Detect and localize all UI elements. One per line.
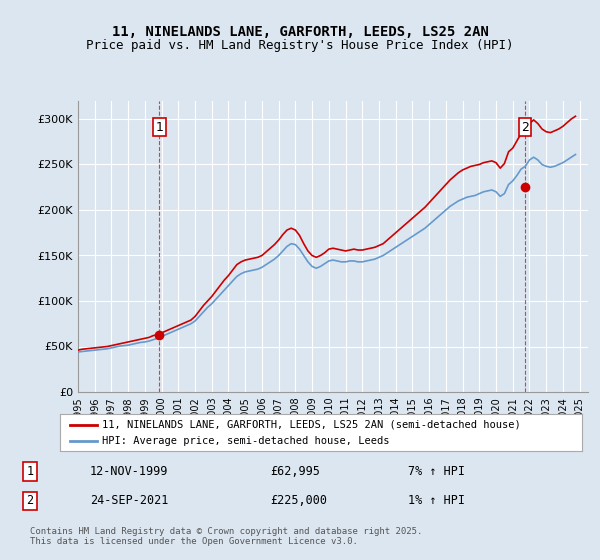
Text: 7% ↑ HPI: 7% ↑ HPI	[408, 465, 465, 478]
Text: 2: 2	[26, 494, 34, 507]
Text: Contains HM Land Registry data © Crown copyright and database right 2025.
This d: Contains HM Land Registry data © Crown c…	[30, 526, 422, 546]
Text: 11, NINELANDS LANE, GARFORTH, LEEDS, LS25 2AN: 11, NINELANDS LANE, GARFORTH, LEEDS, LS2…	[112, 25, 488, 39]
Text: Price paid vs. HM Land Registry's House Price Index (HPI): Price paid vs. HM Land Registry's House …	[86, 39, 514, 52]
Text: 1: 1	[155, 120, 163, 133]
Text: HPI: Average price, semi-detached house, Leeds: HPI: Average price, semi-detached house,…	[102, 436, 389, 446]
Text: 11, NINELANDS LANE, GARFORTH, LEEDS, LS25 2AN (semi-detached house): 11, NINELANDS LANE, GARFORTH, LEEDS, LS2…	[102, 419, 521, 430]
Text: £225,000: £225,000	[270, 494, 327, 507]
Text: £62,995: £62,995	[270, 465, 320, 478]
Text: 12-NOV-1999: 12-NOV-1999	[90, 465, 169, 478]
Text: 24-SEP-2021: 24-SEP-2021	[90, 494, 169, 507]
Text: 1: 1	[26, 465, 34, 478]
Text: 1% ↑ HPI: 1% ↑ HPI	[408, 494, 465, 507]
Text: 2: 2	[521, 120, 529, 133]
